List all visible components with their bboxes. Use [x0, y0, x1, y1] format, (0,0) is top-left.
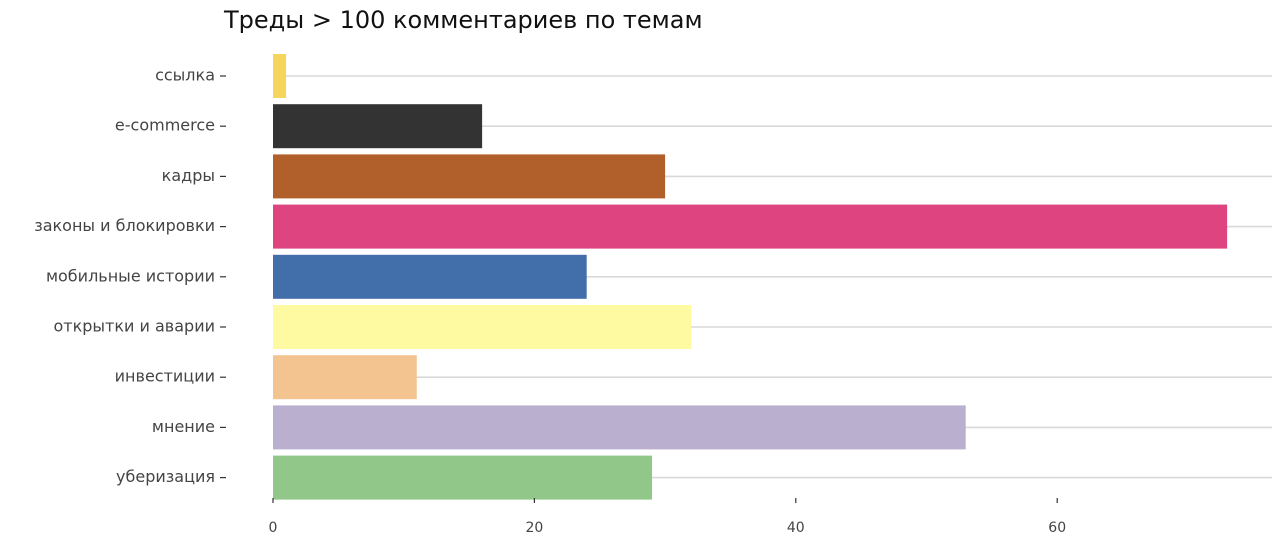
bar: [273, 305, 692, 349]
x-tick-label: 0: [269, 520, 278, 536]
y-tick-label: мобильные истории: [46, 266, 215, 285]
x-axis: 0 20 40 60: [269, 498, 1066, 536]
y-tick-label: кадры: [162, 166, 215, 185]
x-tick-label: 20: [525, 520, 543, 536]
bar: [273, 104, 483, 149]
bar: [273, 405, 966, 450]
bar: [273, 204, 1228, 249]
y-tick-label: законы и блокировки: [34, 216, 215, 235]
bar: [273, 54, 287, 98]
y-tick-label: открытки и аварии: [53, 317, 215, 336]
chart-title: Треды > 100 комментариев по темам: [224, 6, 703, 34]
bar: [273, 455, 653, 500]
y-tick-label: ссылка: [155, 66, 215, 85]
y-axis: ссылка e-commerce кадры законы и блокировки…: [34, 66, 226, 486]
bars: [273, 54, 1228, 500]
y-tick-label: уберизация: [116, 467, 215, 486]
y-tick-label: мнение: [152, 417, 215, 436]
bar: [273, 254, 587, 299]
x-tick-label: 40: [787, 520, 805, 536]
bar: [273, 154, 666, 199]
x-tick-label: 60: [1048, 520, 1066, 536]
bar: [273, 355, 417, 400]
y-tick-label: e-commerce: [115, 116, 215, 135]
y-tick-label: инвестиции: [115, 367, 215, 386]
